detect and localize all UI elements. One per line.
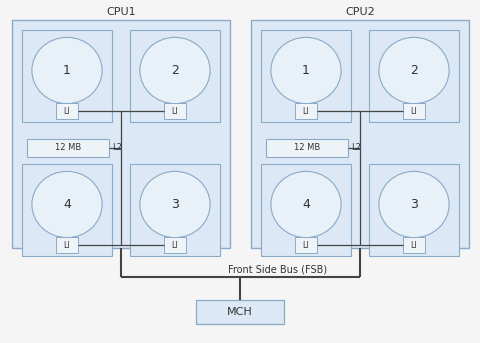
Bar xyxy=(294,237,316,253)
Ellipse shape xyxy=(140,172,210,238)
Text: LI: LI xyxy=(410,240,416,249)
Bar xyxy=(261,164,350,256)
Text: L2: L2 xyxy=(112,143,122,153)
Bar xyxy=(56,237,78,253)
Bar xyxy=(164,237,186,253)
Bar xyxy=(22,30,112,122)
Ellipse shape xyxy=(140,37,210,104)
Bar xyxy=(195,300,283,324)
Text: L2: L2 xyxy=(350,143,360,153)
Text: LI: LI xyxy=(64,106,70,116)
Bar xyxy=(12,20,229,248)
Text: 1: 1 xyxy=(63,64,71,77)
Bar xyxy=(402,237,424,253)
Ellipse shape xyxy=(270,172,340,238)
Text: LI: LI xyxy=(302,106,309,116)
Bar xyxy=(368,30,458,122)
Bar xyxy=(368,164,458,256)
Text: LI: LI xyxy=(302,240,309,249)
Text: 12 MB: 12 MB xyxy=(293,143,320,153)
Bar xyxy=(27,139,109,157)
Ellipse shape xyxy=(378,172,448,238)
Text: 2: 2 xyxy=(171,64,179,77)
Text: 3: 3 xyxy=(409,198,417,211)
Text: 2: 2 xyxy=(409,64,417,77)
Bar xyxy=(294,103,316,119)
Text: Front Side Bus (FSB): Front Side Bus (FSB) xyxy=(228,265,327,275)
Text: 4: 4 xyxy=(301,198,309,211)
Bar xyxy=(261,30,350,122)
Text: MCH: MCH xyxy=(227,307,252,317)
Ellipse shape xyxy=(270,37,340,104)
Text: LI: LI xyxy=(410,106,416,116)
Bar xyxy=(265,139,347,157)
Ellipse shape xyxy=(32,172,102,238)
Text: 3: 3 xyxy=(171,198,179,211)
Bar xyxy=(22,164,112,256)
Text: CPU1: CPU1 xyxy=(106,7,135,17)
Bar xyxy=(56,103,78,119)
Bar xyxy=(251,20,468,248)
Text: LI: LI xyxy=(171,106,178,116)
Text: 1: 1 xyxy=(301,64,309,77)
Bar xyxy=(164,103,186,119)
Ellipse shape xyxy=(32,37,102,104)
Text: LI: LI xyxy=(171,240,178,249)
Text: 12 MB: 12 MB xyxy=(55,143,81,153)
Bar xyxy=(130,164,219,256)
Text: LI: LI xyxy=(64,240,70,249)
Text: CPU2: CPU2 xyxy=(345,7,374,17)
Bar xyxy=(402,103,424,119)
Bar xyxy=(130,30,219,122)
Text: 4: 4 xyxy=(63,198,71,211)
Ellipse shape xyxy=(378,37,448,104)
